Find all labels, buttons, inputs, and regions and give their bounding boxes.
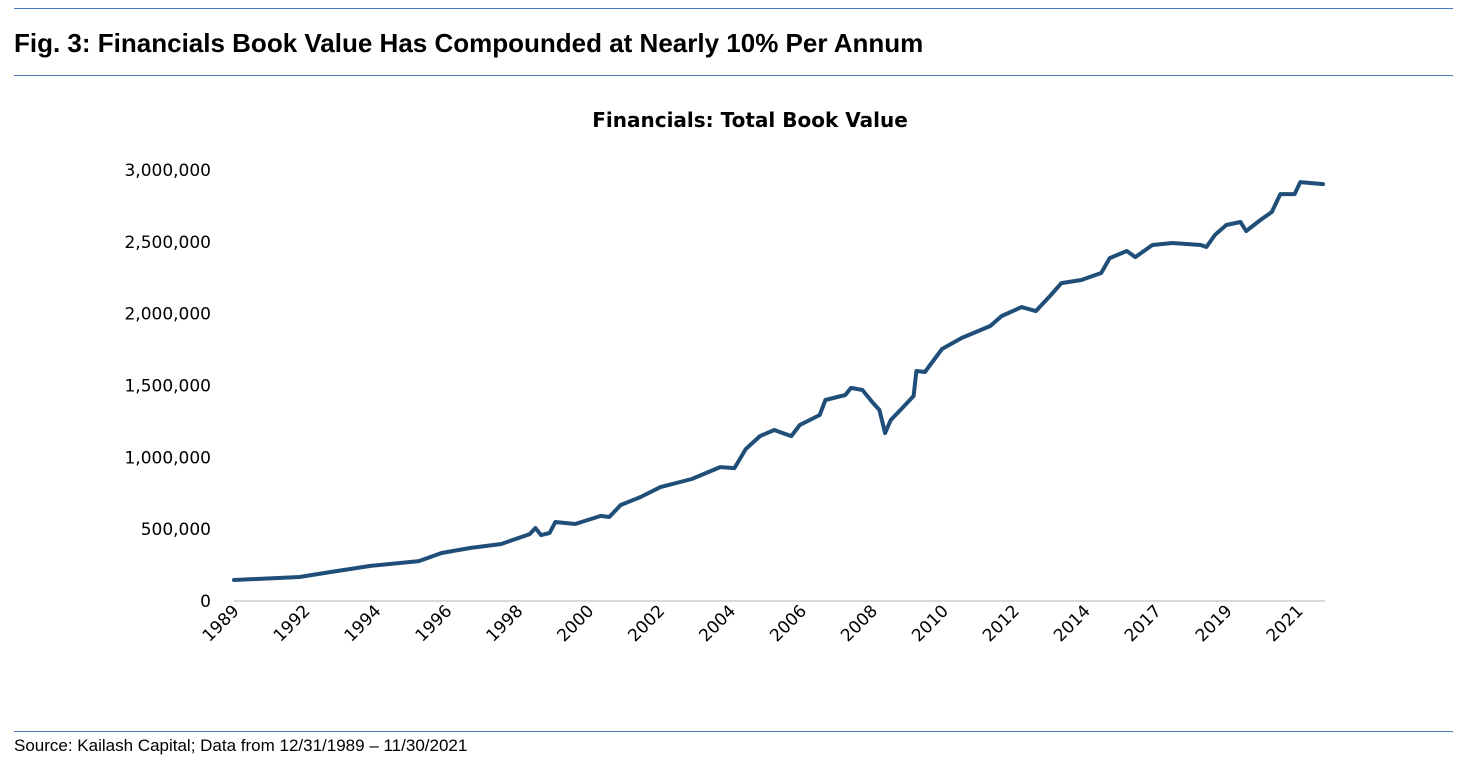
x-tick-label: 2019 [1192,601,1237,646]
y-tick-label: 1,000,000 [124,448,211,468]
x-tick-label: 2012 [979,601,1024,646]
chart-title: Financials: Total Book Value [592,108,908,132]
source-note: Source: Kailash Capital; Data from 12/31… [14,736,468,755]
top-rule [14,8,1453,9]
y-tick-label: 1,500,000 [124,377,211,397]
x-tick-label: 2008 [837,601,882,646]
x-tick-label: 2010 [908,601,953,646]
y-tick-label: 2,000,000 [124,305,211,325]
x-tick-label: 1994 [341,601,386,646]
y-tick-label: 0 [200,592,211,612]
y-tick-label: 500,000 [141,520,211,540]
series-line-book-value [232,180,1325,582]
x-tick-label: 2002 [624,601,669,646]
x-tick-label: 1998 [483,601,528,646]
title-rule [14,75,1453,76]
x-tick-label: 1996 [412,601,457,646]
x-tick-label: 2000 [553,601,598,646]
x-tick-label: 2017 [1121,601,1166,646]
x-tick-label: 2006 [766,601,811,646]
y-tick-label: 3,000,000 [124,161,211,181]
x-tick-label: 2014 [1050,601,1095,646]
x-tick-label: 2021 [1263,601,1308,646]
x-tick-label: 2004 [695,601,740,646]
bottom-rule [14,731,1453,732]
figure-title: Fig. 3: Financials Book Value Has Compou… [14,28,924,58]
y-axis-ticks: 0 500,000 1,000,000 1,500,000 2,000,000 2,500… [124,161,211,612]
x-axis-ticks: 1989 1992 1994 1996 1998 2000 2002 2004 2006 2008… [199,601,1308,646]
x-tick-label: 1992 [270,601,315,646]
y-tick-label: 2,500,000 [124,233,211,253]
